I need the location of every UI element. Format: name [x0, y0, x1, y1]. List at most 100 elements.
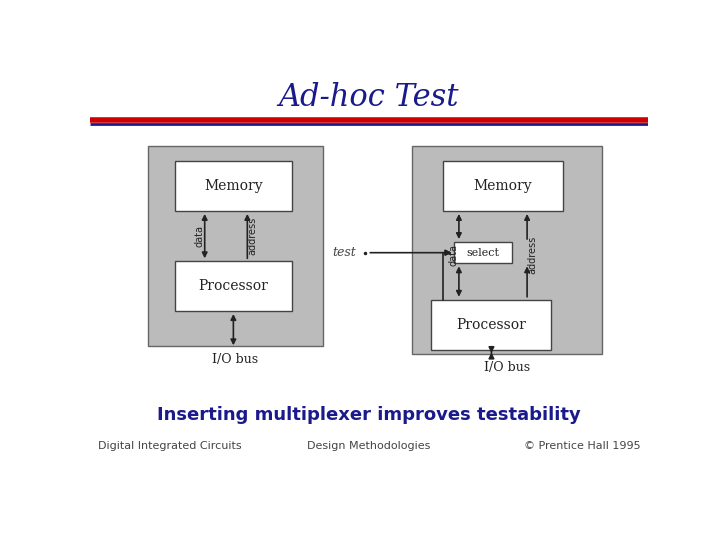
Point — [413, 199, 425, 208]
Point — [266, 286, 277, 295]
Point — [577, 153, 589, 162]
Point — [499, 220, 510, 228]
Point — [277, 330, 289, 339]
Point — [313, 332, 325, 341]
Point — [152, 237, 163, 245]
Point — [439, 180, 451, 188]
Point — [179, 210, 190, 219]
Point — [163, 169, 174, 178]
Point — [485, 275, 497, 284]
Point — [469, 238, 480, 247]
Point — [442, 245, 454, 254]
Point — [576, 275, 588, 284]
Point — [264, 301, 276, 310]
Point — [461, 262, 472, 271]
Point — [551, 311, 562, 320]
Point — [260, 230, 271, 239]
Point — [507, 143, 518, 152]
Point — [277, 312, 289, 320]
Point — [567, 155, 579, 164]
Point — [459, 310, 470, 319]
Point — [413, 226, 424, 234]
Point — [593, 201, 605, 210]
Point — [156, 291, 167, 300]
Point — [157, 204, 168, 212]
Point — [438, 313, 450, 321]
Point — [549, 204, 561, 213]
Point — [544, 256, 555, 265]
Point — [282, 323, 294, 332]
Point — [504, 208, 516, 217]
Point — [171, 221, 182, 230]
Point — [148, 256, 160, 265]
Point — [471, 288, 482, 297]
Point — [444, 270, 455, 279]
Point — [521, 165, 533, 174]
Point — [278, 207, 289, 215]
Point — [408, 305, 420, 313]
Point — [546, 341, 557, 350]
Point — [541, 296, 552, 305]
Point — [312, 222, 323, 231]
Point — [197, 259, 209, 267]
Point — [533, 303, 544, 312]
Point — [276, 303, 288, 312]
Point — [260, 283, 271, 292]
Point — [434, 275, 446, 284]
Point — [197, 228, 208, 237]
Point — [446, 173, 457, 181]
Point — [592, 206, 603, 215]
Point — [239, 183, 251, 191]
Point — [228, 274, 240, 282]
Point — [164, 310, 176, 319]
Point — [210, 271, 222, 280]
Point — [564, 335, 575, 344]
Point — [594, 212, 606, 220]
Point — [549, 190, 561, 199]
Point — [183, 191, 194, 199]
Point — [224, 186, 235, 195]
Point — [429, 319, 441, 328]
Point — [500, 185, 511, 193]
Point — [210, 222, 222, 231]
Point — [311, 230, 323, 239]
Point — [426, 280, 438, 289]
Point — [495, 150, 507, 159]
Point — [442, 332, 454, 341]
Point — [557, 254, 568, 263]
Point — [453, 236, 464, 245]
Point — [210, 232, 221, 241]
Point — [164, 181, 176, 190]
Point — [202, 234, 214, 243]
Point — [253, 281, 264, 289]
Point — [446, 256, 458, 265]
Point — [217, 218, 229, 227]
Point — [536, 202, 547, 211]
Point — [565, 194, 577, 202]
Point — [152, 203, 163, 212]
Point — [507, 159, 518, 168]
Point — [440, 221, 451, 230]
Point — [577, 312, 589, 320]
Point — [533, 240, 544, 249]
Point — [546, 294, 557, 303]
Point — [427, 242, 438, 251]
Point — [212, 309, 224, 318]
Point — [179, 195, 190, 204]
Point — [187, 271, 199, 280]
Point — [482, 295, 494, 304]
Point — [586, 302, 598, 310]
Point — [562, 198, 574, 207]
Point — [262, 155, 274, 164]
Point — [291, 242, 302, 251]
Point — [276, 285, 288, 294]
Point — [538, 239, 549, 248]
Point — [193, 184, 204, 192]
Point — [584, 191, 595, 200]
Point — [541, 288, 552, 297]
Point — [594, 260, 606, 268]
Point — [235, 205, 247, 213]
Point — [227, 171, 238, 180]
Point — [492, 207, 503, 216]
Point — [168, 159, 179, 168]
